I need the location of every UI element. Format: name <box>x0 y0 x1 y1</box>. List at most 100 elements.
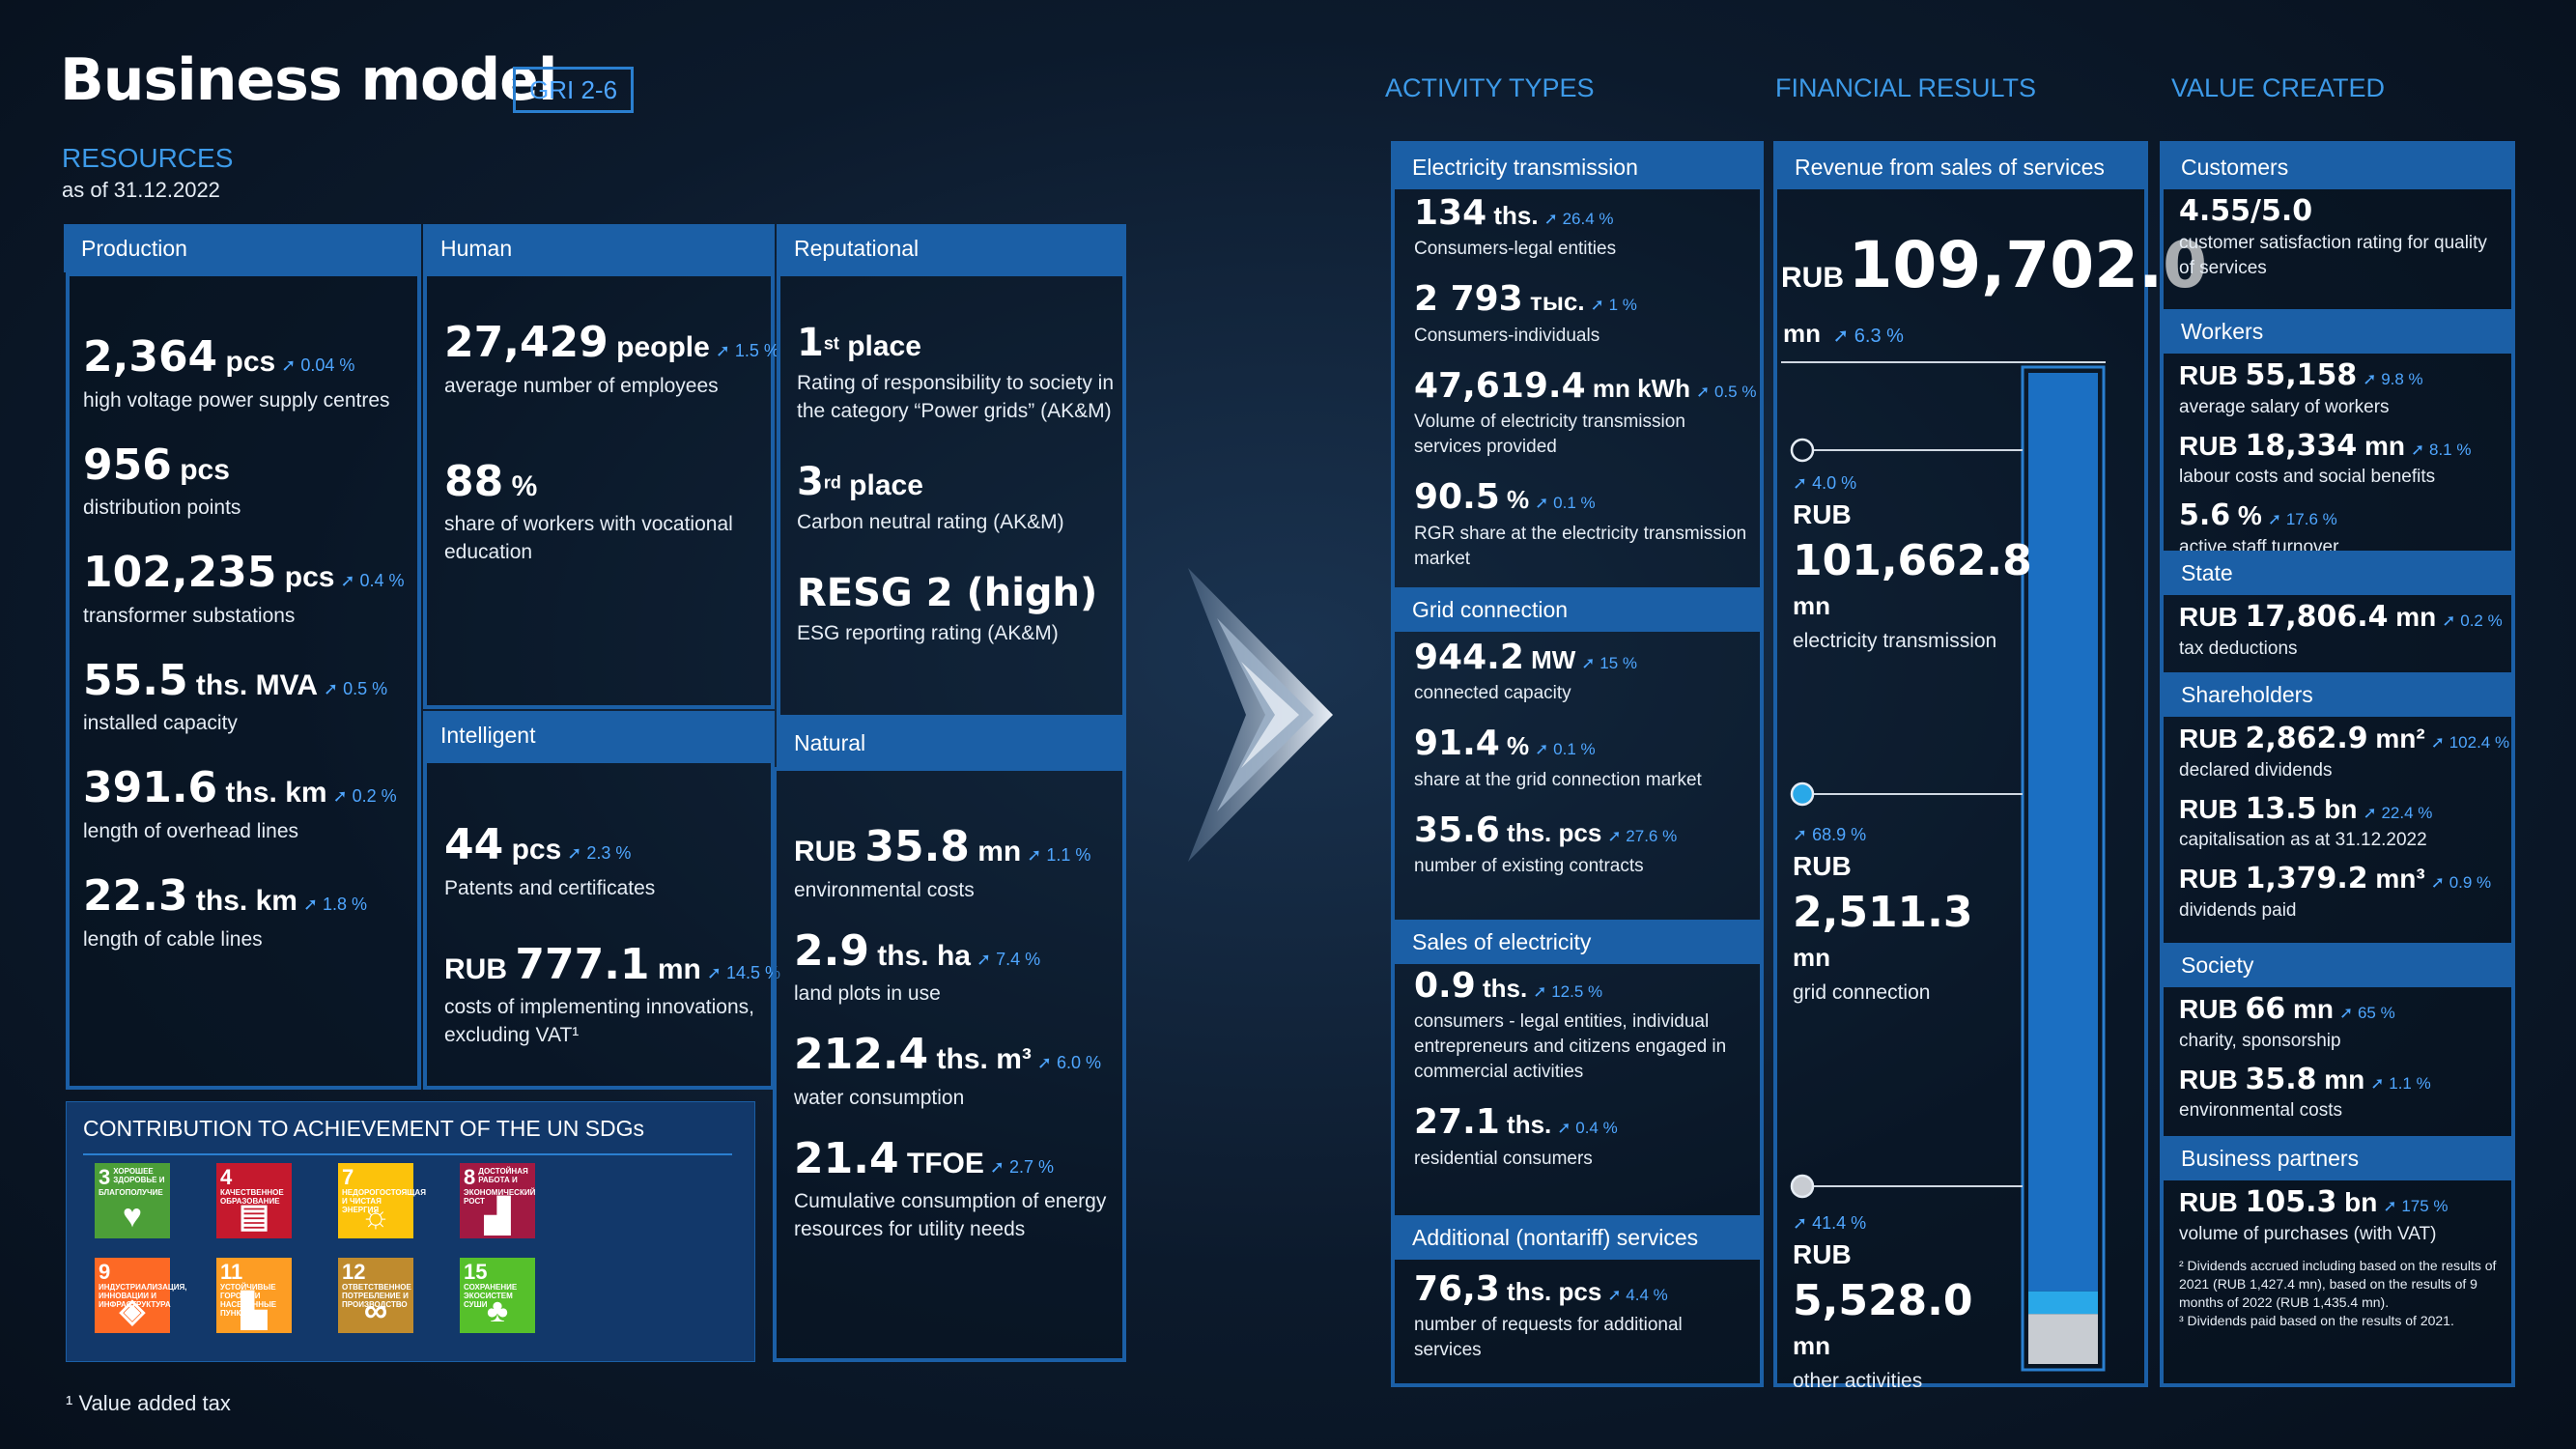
reputational-list: 1st place Rating of responsibility to soc… <box>797 321 1116 682</box>
trend-arrow-icon: ➚ <box>1557 1119 1576 1138</box>
segment-prefix: RUB <box>1793 499 1852 529</box>
metric-value-line: RUB 35.8 mn ➚ 1.1 % <box>794 822 1122 872</box>
metric-value: 2 793 <box>1414 279 1523 320</box>
metric-unit: ths. <box>1475 974 1528 1003</box>
value-metric: RUB 18,334 mn ➚ 8.1 % labour costs and soc… <box>2179 429 2507 491</box>
metric-unit: mn <box>649 952 701 985</box>
metric-description: average salary of workers <box>2179 396 2390 417</box>
sdg-11-icon: ▙ <box>241 1293 268 1329</box>
sdg-label: ОТВЕТСТВЕННОЕ ПОТРЕБЛЕНИЕ И ПРОИЗВОДСТВО <box>342 1283 411 1309</box>
metric-item: 44 pcs ➚ 2.3 % Patents and certificates <box>444 820 773 902</box>
change-value: 0.5 % <box>343 678 388 698</box>
metric-description: consumers - legal entities, individual e… <box>1414 1011 1727 1083</box>
change-value: 4.4 % <box>1626 1286 1668 1304</box>
metric-prefix: RUB <box>2179 360 2246 390</box>
sdg-number: 3 <box>99 1165 111 1189</box>
human-panel <box>423 272 775 709</box>
trend-arrow-icon: ➚ <box>2442 611 2461 630</box>
segment-prefix: RUB <box>1793 1239 1852 1269</box>
change-value: 4.0 % <box>1812 473 1857 493</box>
metric-value: 944.2 <box>1414 638 1524 677</box>
sdg-tile-3: 3 ХОРОШЕЕ ЗДОРОВЬЕ И БЛАГОПОЛУЧИЕ ♥ <box>95 1163 170 1238</box>
change-indicator: ➚ 0.5 % <box>1696 383 1756 401</box>
metric-value: 22.3 <box>83 870 188 921</box>
metric-description: dividends paid <box>2179 899 2297 921</box>
metric-unit: ths. MVA <box>187 668 319 701</box>
metric-unit: mn kWh <box>1585 373 1690 403</box>
change-value: 0.4 % <box>1575 1119 1618 1138</box>
metric-unit: % <box>1499 731 1530 761</box>
metric-value: 66 <box>2245 992 2286 1026</box>
trend-arrow-icon: ➚ <box>1581 654 1600 672</box>
metric-prefix: RUB <box>2179 793 2246 824</box>
change-indicator: ➚ 102.4 % <box>2431 733 2509 752</box>
metric-item: 90.5 % ➚ 0.1 % RGR share at the electricit… <box>1414 477 1752 571</box>
metric-value: 5.6 <box>2179 498 2231 532</box>
segment-change: ➚ 4.0 % <box>1793 473 2005 494</box>
metric-unit: % <box>2230 500 2262 530</box>
change-value: 7.4 % <box>996 949 1041 969</box>
value-metric-line: RUB 18,334 mn ➚ 8.1 % <box>2179 429 2507 464</box>
metric-value-line: 956 pcs <box>83 440 411 491</box>
change-value: 0.5 % <box>1713 382 1757 401</box>
metric-description: Consumers-legal entities <box>1414 239 1617 260</box>
value-metric-line: RUB 66 mn ➚ 65 % <box>2179 992 2507 1027</box>
metric-unit: pcs <box>276 561 335 594</box>
sdg-tile-15: 15 СОХРАНЕНИЕ ЭКОСИСТЕМ СУШИ ♣ <box>460 1258 535 1333</box>
metric-value: 27,429 <box>444 318 609 367</box>
sdg-8-icon: ▟ <box>484 1198 511 1235</box>
metric-item: 21.4 TFOE ➚ 2.7 % Cumulative consumption o… <box>794 1134 1122 1244</box>
change-value: 1.5 % <box>734 341 779 360</box>
resources-label: RESOURCES <box>62 143 234 173</box>
value-section-society: Society RUB 66 mn ➚ 65 % charity, sponsorsh… <box>2164 943 2511 1136</box>
metric-value-line: 134 ths. ➚ 26.4 % <box>1414 193 1752 233</box>
change-value: 68.9 % <box>1812 825 1867 844</box>
trend-arrow-icon: ➚ <box>1607 826 1627 845</box>
segment-change: ➚ 41.4 % <box>1793 1213 2005 1234</box>
metric-item: 3rd place Carbon neutral rating (AK&M) <box>797 460 1116 536</box>
segment-marker <box>1790 781 1815 807</box>
metric-unit: bn <box>2336 1187 2378 1217</box>
sdg-15-icon: ♣ <box>486 1293 509 1329</box>
metric-value-line: 22.3 ths. km ➚ 1.8 % <box>83 870 411 922</box>
metric-value: 2,862.9 <box>2245 722 2368 755</box>
metric-description: Rating of responsibility to society in t… <box>797 372 1114 422</box>
trend-arrow-icon: ➚ <box>324 678 344 698</box>
natural-panel <box>773 767 1126 1362</box>
human-list: 27,429 people ➚ 1.5 % average number of em… <box>444 318 779 624</box>
metric-description: connected capacity <box>1414 683 1571 704</box>
change-indicator: ➚ 26.4 % <box>1544 210 1614 228</box>
change-indicator: ➚ 1.1 % <box>1027 845 1090 865</box>
metric-item: 1st place Rating of responsibility to soc… <box>797 321 1116 425</box>
metric-description: environmental costs <box>2179 1100 2342 1121</box>
sdg-number: 9 <box>99 1260 111 1284</box>
metric-value-line: 44 pcs ➚ 2.3 % <box>444 820 773 870</box>
metric-superscript: rd <box>823 472 841 493</box>
metric-description: Cumulative consumption of energy resourc… <box>794 1190 1107 1241</box>
metric-unit: mn <box>2285 994 2334 1024</box>
metric-description: costs of implementing innovations, exclu… <box>444 996 754 1047</box>
metric-unit: mn³ <box>2367 864 2425 894</box>
metric-unit: тыс. <box>1522 287 1585 317</box>
trend-arrow-icon: ➚ <box>1607 1286 1627 1304</box>
sdg-tile-8: 8 ДОСТОЙНАЯ РАБОТА И ЭКОНОМИЧЕСКИЙ РОСТ ▟ <box>460 1163 535 1238</box>
metric-description: Volume of electricity transmission servi… <box>1414 412 1685 458</box>
metric-unit: place <box>840 469 923 501</box>
change-value: 41.4 % <box>1812 1213 1867 1233</box>
metric-unit: bn <box>2316 793 2358 824</box>
revenue-divider <box>1781 361 2106 363</box>
change-indicator: ➚ 0.1 % <box>1535 494 1595 512</box>
value-metric-line: RUB 13.5 bn ➚ 22.4 % <box>2179 792 2507 827</box>
metric-unit: mn <box>2316 1064 2365 1094</box>
metric-value-line: 21.4 TFOE ➚ 2.7 % <box>794 1134 1122 1184</box>
metric-unit: TFOE <box>898 1147 984 1179</box>
as-of-date: as of 31.12.2022 <box>62 178 220 202</box>
value-metric: RUB 13.5 bn ➚ 22.4 % capitalisation as at … <box>2179 792 2507 854</box>
metric-unit: mn <box>2388 602 2437 632</box>
segment-description: grid connection <box>1793 981 1931 1004</box>
metric-item: 391.6 ths. km ➚ 0.2 % length of overhead l… <box>83 764 411 845</box>
metric-value-line: 90.5 % ➚ 0.1 % <box>1414 477 1752 517</box>
segment-description: electricity transmission <box>1793 630 1997 652</box>
revenue-total: RUB 109,702.0 <box>1781 228 2207 302</box>
metric-value-line: 2 793 тыс. ➚ 1 % <box>1414 279 1752 319</box>
